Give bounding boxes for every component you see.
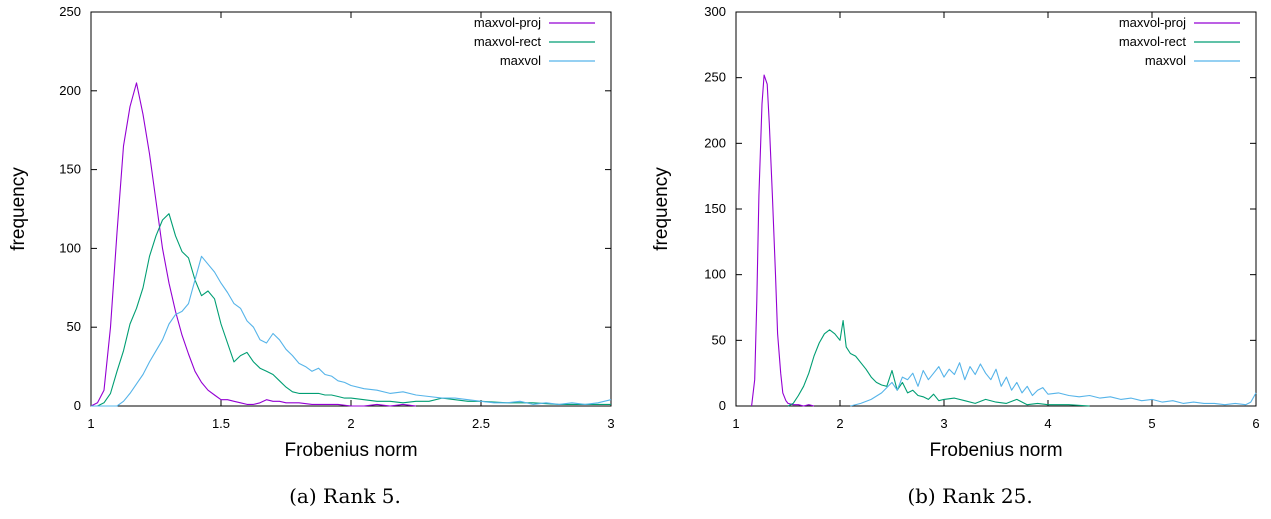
series-lines <box>90 82 612 407</box>
y-tick-label: 50 <box>712 332 726 347</box>
series-line-maxvol-proj <box>751 74 815 407</box>
legend-label-maxvol-proj: maxvol-proj <box>474 15 541 30</box>
series-line-maxvol <box>91 255 612 407</box>
x-tick-label: 1 <box>732 416 739 431</box>
y-tick-label: 200 <box>59 83 81 98</box>
y-tick-label: 50 <box>67 319 81 334</box>
chart-caption: (a) Rank 5. <box>289 484 401 508</box>
plot-frame <box>90 11 612 407</box>
chart-caption: (b) Rank 25. <box>907 484 1032 508</box>
legend: maxvol-proj maxvol-rect maxvol <box>474 15 595 68</box>
y-tick-label: 250 <box>704 70 726 85</box>
y-tick-label: 250 <box>59 4 81 19</box>
x-tick-label: 2.5 <box>472 416 490 431</box>
y-axis-ticks: 0 50 100 150 200 250 300 <box>704 4 1256 413</box>
legend-label-maxvol: maxvol <box>500 53 541 68</box>
y-tick-label: 0 <box>74 398 81 413</box>
x-axis-title: Frobenius norm <box>929 440 1062 461</box>
x-axis-title: Frobenius norm <box>284 440 417 461</box>
series-lines <box>751 74 1257 407</box>
series-line-maxvol-proj <box>90 82 417 407</box>
x-axis-ticks: 1 2 3 4 5 6 <box>732 12 1260 431</box>
y-tick-label: 0 <box>719 398 726 413</box>
series-line-maxvol-rect <box>91 213 611 407</box>
x-tick-label: 1 <box>87 416 94 431</box>
x-tick-label: 3 <box>607 416 614 431</box>
legend-label-maxvol-proj: maxvol-proj <box>1119 15 1186 30</box>
series-line-maxvol <box>850 362 1257 407</box>
x-tick-label: 4 <box>1044 416 1051 431</box>
y-tick-label: 300 <box>704 4 726 19</box>
x-tick-label: 5 <box>1148 416 1155 431</box>
x-tick-label: 2 <box>347 416 354 431</box>
plot-frame <box>735 11 1257 407</box>
y-tick-label: 150 <box>59 162 81 177</box>
series-line-maxvol-rect <box>787 320 1090 407</box>
y-tick-label: 200 <box>704 135 726 150</box>
x-tick-label: 6 <box>1252 416 1259 431</box>
y-tick-label: 150 <box>704 201 726 216</box>
y-axis-title: frequency <box>651 167 672 251</box>
y-axis-title: frequency <box>8 167 29 251</box>
x-tick-label: 1.5 <box>212 416 230 431</box>
y-tick-label: 100 <box>59 240 81 255</box>
y-axis-ticks: 0 50 100 150 200 250 <box>59 4 611 413</box>
legend-label-maxvol-rect: maxvol-rect <box>474 34 542 49</box>
legend-label-maxvol: maxvol <box>1145 53 1186 68</box>
y-tick-label: 100 <box>704 267 726 282</box>
x-axis-ticks: 1 1.5 2 2.5 3 <box>87 12 615 431</box>
x-tick-label: 2 <box>836 416 843 431</box>
legend: maxvol-proj maxvol-rect maxvol <box>1119 15 1240 68</box>
legend-label-maxvol-rect: maxvol-rect <box>1119 34 1187 49</box>
x-tick-label: 3 <box>940 416 947 431</box>
